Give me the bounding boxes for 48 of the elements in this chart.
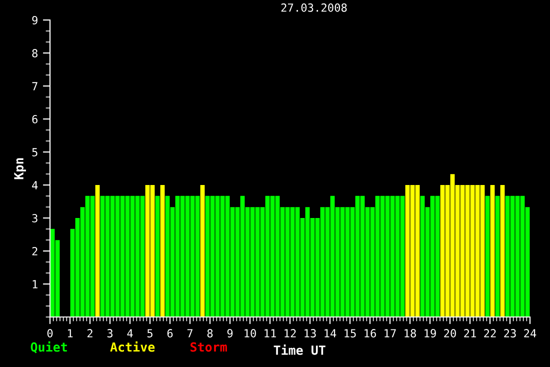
x-tick-label: 12 <box>284 329 296 338</box>
y-tick-label: 4 <box>32 181 38 190</box>
x-tick-label: 15 <box>344 329 356 338</box>
legend-label: Storm <box>190 342 227 352</box>
y-tick-label: 8 <box>32 49 38 58</box>
x-axis-title: Time UT <box>274 344 326 355</box>
x-tick-label: 1 <box>68 329 73 338</box>
bar <box>485 196 490 317</box>
bar <box>200 185 205 317</box>
y-tick-label: 3 <box>32 214 38 222</box>
y-tick-label: 1 <box>32 280 38 288</box>
x-tick-label: 19 <box>424 329 436 338</box>
x-tick-label: 22 <box>484 329 496 338</box>
y-tick-label: 2 <box>32 247 38 256</box>
x-tick-label: 11 <box>264 329 276 338</box>
y-tick-label: 6 <box>32 115 38 124</box>
y-tick-label: 9 <box>32 16 38 24</box>
x-tick-label: 13 <box>304 329 316 338</box>
x-tick-label: 5 <box>147 329 152 338</box>
series-label: Active <box>110 341 155 352</box>
bar <box>155 196 160 317</box>
x-tick-label: 23 <box>504 329 516 338</box>
x-tick-label: 3 <box>107 329 113 338</box>
x-tick-label: 10 <box>244 329 256 338</box>
y-tick-label: 7 <box>32 82 38 90</box>
x-tick-label: 16 <box>364 329 376 338</box>
chart-title: 27.03.2008 <box>281 3 347 12</box>
x-tick-label: 20 <box>444 329 456 338</box>
x-tick-label: 18 <box>404 329 416 338</box>
bar <box>95 185 100 317</box>
bar <box>490 185 495 317</box>
x-tick-label: 4 <box>127 329 133 338</box>
x-tick-label: 2 <box>87 329 92 338</box>
x-tick-label: 0 <box>47 329 53 338</box>
bar <box>160 185 165 317</box>
y-tick-label: 5 <box>32 148 38 156</box>
x-tick-label: 6 <box>167 329 173 338</box>
x-tick-label: 21 <box>464 329 476 338</box>
x-tick-label: 9 <box>227 329 233 338</box>
x-tick-label: 8 <box>207 329 213 338</box>
y-axis-title: Kpn <box>14 158 26 180</box>
x-tick-label: 24 <box>524 329 536 338</box>
bar <box>500 185 505 317</box>
x-tick-label: 7 <box>187 329 193 338</box>
series-label: Quiet <box>30 341 67 354</box>
x-tick-label: 14 <box>324 329 336 338</box>
bar <box>495 196 500 317</box>
x-tick-label: 17 <box>384 329 396 338</box>
